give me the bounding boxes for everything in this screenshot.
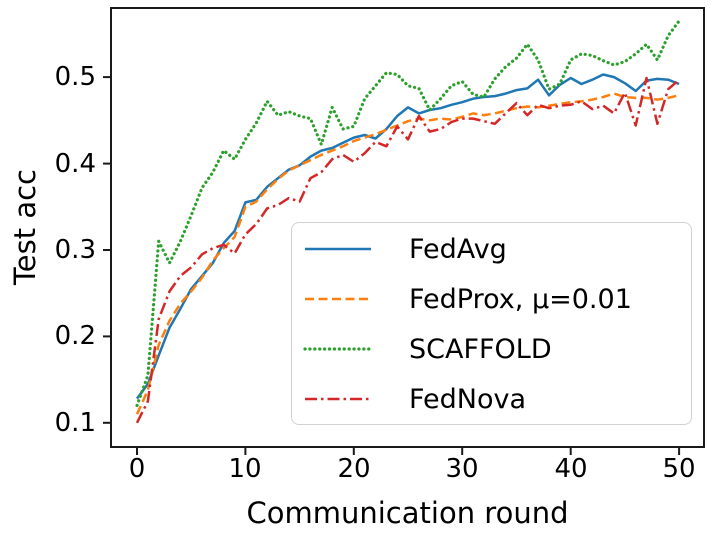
x-tick-label: 10 bbox=[228, 454, 262, 484]
series-line-fedprox-0-01 bbox=[135, 92, 680, 415]
y-axis-label: Test acc bbox=[8, 169, 42, 285]
legend-line-sample bbox=[305, 297, 371, 301]
legend-label: FedProx, μ=0.01 bbox=[409, 283, 632, 315]
x-tick-label: 0 bbox=[128, 454, 146, 484]
y-tick-label: 0.5 bbox=[54, 62, 96, 92]
legend-label: FedNova bbox=[409, 383, 527, 415]
legend-label: FedAvg bbox=[409, 233, 507, 265]
y-tick-label: 0.1 bbox=[54, 408, 96, 438]
legend-label: SCAFFOLD bbox=[409, 333, 552, 365]
x-tick-label: 20 bbox=[337, 454, 371, 484]
legend-entry: FedNova bbox=[292, 374, 691, 424]
legend-entry: FedProx, μ=0.01 bbox=[292, 274, 691, 324]
axes-frame bbox=[110, 7, 705, 448]
x-tick-label: 30 bbox=[445, 454, 479, 484]
y-tick-label: 0.2 bbox=[54, 321, 96, 351]
legend: FedAvg FedProx, μ=0.01 SCAFFOLD FedNova bbox=[291, 222, 692, 425]
legend-entry: FedAvg bbox=[292, 224, 691, 274]
x-tick-label: 40 bbox=[554, 454, 588, 484]
x-tick-label: 50 bbox=[662, 454, 696, 484]
y-tick-label: 0.3 bbox=[54, 235, 96, 265]
y-tick-label: 0.4 bbox=[54, 149, 96, 179]
series-line-fedavg bbox=[135, 73, 680, 400]
x-axis-label: Communication round bbox=[246, 496, 569, 530]
series-line-fednova bbox=[135, 76, 680, 424]
legend-line-sample bbox=[303, 347, 373, 351]
series-line-scaffold bbox=[135, 19, 681, 408]
legend-line-sample bbox=[305, 247, 371, 251]
legend-line-sample bbox=[305, 397, 371, 401]
legend-entry: SCAFFOLD bbox=[292, 324, 691, 374]
